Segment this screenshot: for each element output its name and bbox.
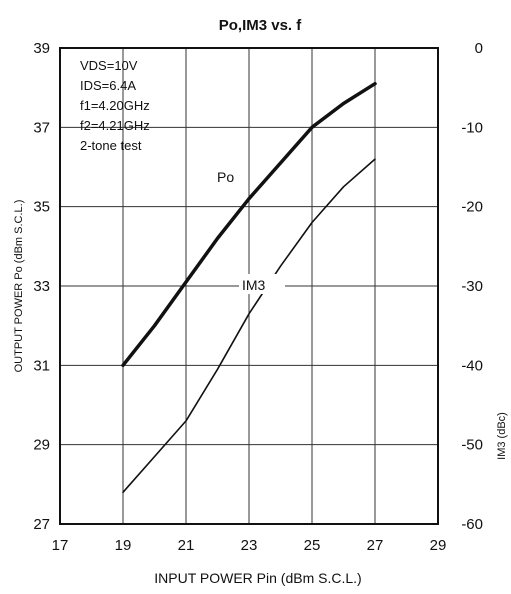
series-line-po [121,81,377,368]
y-right-tick-label-3: -30 [461,278,483,295]
condition-ids: IDS=6.4A [80,78,136,93]
x-tick-label-0: 17 [52,537,69,554]
x-axis-label: INPUT POWER Pin (dBm S.C.L.) [154,570,361,586]
condition-f1: f1=4.20GHz [80,98,150,113]
im3-series-label: IM3 [242,277,266,293]
po-label-bg [212,166,246,186]
y-left-tick-label-1: 29 [33,437,50,454]
y-left-tick-label-2: 31 [33,357,50,374]
x-tick-label-4: 25 [304,537,321,554]
y-right-tick-label-4: -20 [461,199,483,216]
y-right-tick-label-5: -10 [461,119,483,136]
y-right-tick-label-6: 0 [475,40,483,57]
y-right-axis-ticks: -60 -50 -40 -30 -20 -10 0 [461,40,483,533]
y-left-tick-label-4: 35 [33,199,50,216]
x-tick-label-3: 23 [241,537,258,554]
series-line-im3 [122,158,376,494]
y-right-axis-label: IM3 (dBc) [496,412,508,460]
x-tick-label-5: 27 [367,537,384,554]
po-series-label: Po [217,169,234,185]
y-right-tick-label-0: -60 [461,516,483,533]
im3-label-bg [239,274,285,294]
condition-f2: f2=4.21GHz [80,118,150,133]
x-tick-label-1: 19 [115,537,132,554]
y-right-tick-label-1: -50 [461,437,483,454]
y-left-axis-label: OUTPUT POWER Po (dBm S.C.L.) [13,200,25,373]
y-right-tick-label-2: -40 [461,357,483,374]
y-left-tick-label-0: 27 [33,516,50,533]
condition-vds: VDS=10V [80,58,138,73]
chart-title: Po,IM3 vs. f [219,17,303,34]
y-left-tick-label-5: 37 [33,119,50,136]
series-layer [121,81,377,494]
y-left-tick-label-6: 39 [33,40,50,57]
y-left-axis-ticks: 27 29 31 33 35 37 39 [33,40,50,533]
x-axis-ticks: 17 19 21 23 25 27 29 [52,537,447,554]
y-left-tick-label-3: 33 [33,278,50,295]
plot-frame [59,47,439,525]
condition-test: 2-tone test [80,138,142,153]
test-conditions: VDS=10V IDS=6.4A f1=4.20GHz f2=4.21GHz 2… [80,58,150,153]
x-tick-label-2: 21 [178,537,195,554]
x-tick-label-6: 29 [430,537,447,554]
